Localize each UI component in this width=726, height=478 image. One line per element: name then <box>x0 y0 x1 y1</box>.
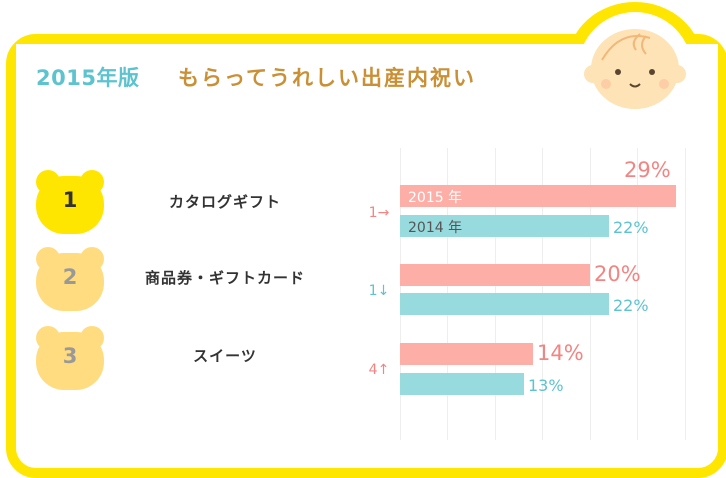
category-label-1: カタログギフト <box>168 193 281 211</box>
page-title: もらってうれしい出産内祝い <box>178 66 476 90</box>
value-label-2015-giftcard: 20% <box>594 262 641 286</box>
bar-2015-sweets <box>400 343 533 365</box>
badge-head <box>36 176 104 234</box>
gridline <box>637 148 638 440</box>
rank-3-badge: 3 <box>32 322 108 394</box>
value-label-2015-catalog: 29% <box>624 158 671 182</box>
value-label-2014-sweets: 13% <box>528 376 564 395</box>
series-label-2014: 2014 年 <box>408 220 463 236</box>
value-label-2014-giftcard: 22% <box>613 296 649 315</box>
series-label-2015: 2015 年 <box>408 190 463 206</box>
baby-face-icon <box>584 29 686 109</box>
bar-2015-catalog: 2015 年 <box>400 185 676 207</box>
rank-change-2: 1↓ <box>368 283 390 299</box>
badge-head <box>36 332 104 390</box>
gridline <box>685 148 686 440</box>
bar-2014-sweets <box>400 373 524 395</box>
rank-number: 3 <box>62 344 78 368</box>
bar-2015-giftcard <box>400 264 590 286</box>
rank-change-1: 1→ <box>368 205 390 221</box>
rank-1-badge: 1 <box>32 166 108 238</box>
category-label-2: 商品券・ギフトカード <box>144 269 305 287</box>
badge-head <box>36 253 104 311</box>
title-year: 2015年版 <box>36 66 140 90</box>
value-label-2015-sweets: 14% <box>537 341 584 365</box>
category-label-3: スイーツ <box>193 347 257 365</box>
bar-2014-catalog: 2014 年 <box>400 215 609 237</box>
rank-change-3: 4↑ <box>368 362 390 378</box>
value-label-2014-catalog: 22% <box>613 218 649 237</box>
bar-2014-giftcard <box>400 293 609 315</box>
rank-2-badge: 2 <box>32 243 108 315</box>
rank-number: 2 <box>62 265 78 289</box>
rank-number: 1 <box>62 188 78 212</box>
